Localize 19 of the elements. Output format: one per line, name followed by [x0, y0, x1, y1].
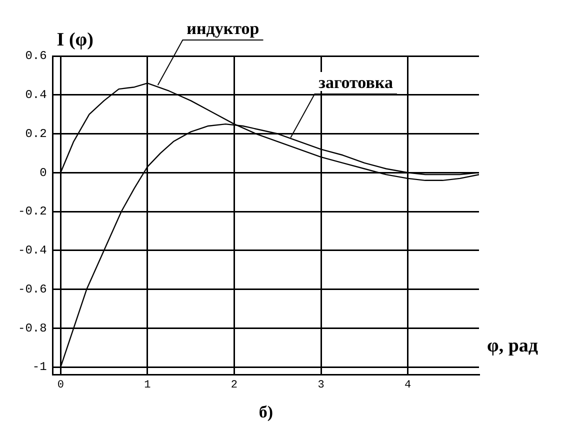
- y-tick-label: 0.2: [25, 126, 47, 141]
- x-tick-label: 2: [230, 379, 238, 392]
- x-tick-label: 0: [57, 379, 64, 392]
- y-tick-label: 0.6: [25, 49, 47, 64]
- y-tick-label: -0.6: [18, 282, 47, 296]
- text: б): [258, 402, 273, 422]
- x-tick-label: 1: [144, 379, 152, 392]
- y-tick-label: 0.4: [25, 88, 47, 102]
- x-tick-label: 4: [404, 379, 412, 392]
- y-tick-label: -0.4: [18, 244, 47, 258]
- x-axis-title: φ, рад: [487, 336, 538, 357]
- y-axis-title: I (φ): [56, 29, 94, 50]
- y-tick-label: -0.2: [18, 204, 47, 219]
- y-tick-label: -0.8: [18, 321, 47, 336]
- annotation: индуктор: [186, 18, 260, 38]
- y-tick-label: 0: [40, 166, 47, 180]
- y-tick-label: -1: [32, 360, 47, 374]
- annotation: заготовка: [318, 72, 394, 92]
- x-tick-label: 3: [318, 379, 324, 392]
